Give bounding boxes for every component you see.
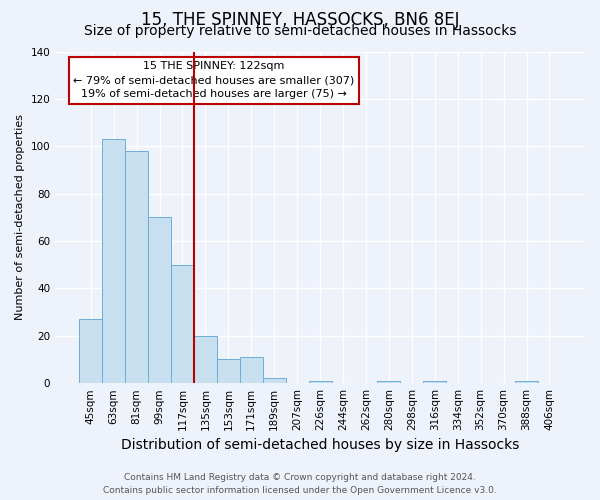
Text: Size of property relative to semi-detached houses in Hassocks: Size of property relative to semi-detach… <box>84 24 516 38</box>
X-axis label: Distribution of semi-detached houses by size in Hassocks: Distribution of semi-detached houses by … <box>121 438 519 452</box>
Text: Contains HM Land Registry data © Crown copyright and database right 2024.
Contai: Contains HM Land Registry data © Crown c… <box>103 474 497 495</box>
Bar <box>217 360 240 383</box>
Y-axis label: Number of semi-detached properties: Number of semi-detached properties <box>15 114 25 320</box>
Bar <box>171 264 194 383</box>
Bar <box>102 139 125 383</box>
Text: 15 THE SPINNEY: 122sqm
← 79% of semi-detached houses are smaller (307)
19% of se: 15 THE SPINNEY: 122sqm ← 79% of semi-det… <box>73 62 355 100</box>
Bar <box>515 381 538 383</box>
Bar <box>377 381 400 383</box>
Bar <box>148 218 171 383</box>
Bar <box>263 378 286 383</box>
Bar <box>125 151 148 383</box>
Bar <box>79 319 102 383</box>
Bar <box>423 381 446 383</box>
Bar <box>240 357 263 383</box>
Text: 15, THE SPINNEY, HASSOCKS, BN6 8EJ: 15, THE SPINNEY, HASSOCKS, BN6 8EJ <box>141 11 459 29</box>
Bar <box>308 381 332 383</box>
Bar <box>194 336 217 383</box>
